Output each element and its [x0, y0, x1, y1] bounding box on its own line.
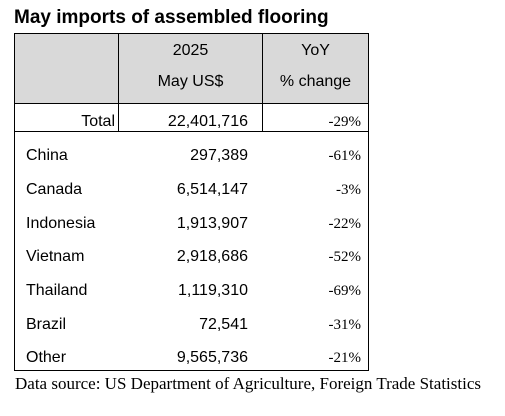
row-value: 6,514,147: [176, 181, 248, 198]
row-country: Canada: [26, 181, 83, 198]
row-change: -22%: [328, 216, 362, 232]
row-change: -69%: [328, 283, 362, 299]
header-yoy: YoY: [301, 42, 330, 59]
row-change: -31%: [328, 317, 362, 333]
row-value: 72,541: [199, 316, 248, 333]
column-divider-1: [118, 34, 119, 131]
row-change: -21%: [328, 350, 362, 366]
row-value: 1,119,310: [178, 282, 248, 299]
data-source-note: Data source: US Department of Agricultur…: [15, 374, 481, 393]
header-value-label: May US$: [157, 73, 224, 90]
total-value: 22,401,716: [167, 113, 248, 130]
row-value: 1,913,907: [176, 215, 248, 232]
row-value: 2,918,686: [176, 248, 248, 265]
row-country: Thailand: [26, 282, 88, 299]
row-country: Brazil: [26, 316, 67, 333]
total-change: -29%: [328, 114, 362, 130]
table-title: May imports of assembled flooring: [14, 7, 329, 28]
row-country: Indonesia: [26, 215, 96, 232]
row-country: China: [26, 147, 68, 164]
row-value: 9,565,736: [176, 349, 248, 366]
imports-table: 2025 May US$ YoY % change Total 22,401,7…: [14, 33, 369, 371]
total-divider: [15, 131, 368, 132]
row-country: Other: [26, 349, 67, 366]
row-value: 297,389: [190, 147, 248, 164]
header-divider: [15, 103, 368, 104]
row-change: -52%: [328, 249, 362, 265]
row-change: -61%: [328, 148, 362, 164]
total-label: Total: [81, 113, 115, 130]
header-change-label: % change: [279, 73, 352, 90]
header-year: 2025: [172, 42, 209, 59]
row-country: Vietnam: [26, 248, 85, 265]
header-background: [15, 34, 368, 103]
row-change: -3%: [336, 182, 361, 198]
column-divider-2: [262, 34, 263, 131]
